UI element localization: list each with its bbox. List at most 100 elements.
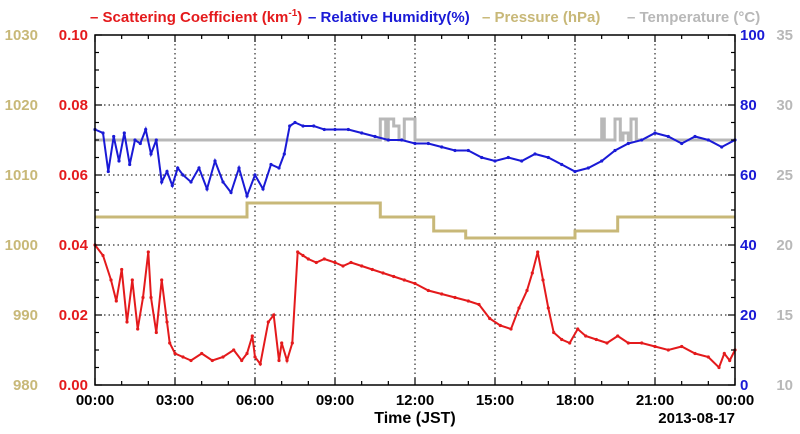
data-point [653, 131, 657, 135]
data-point [285, 358, 289, 363]
data-point [245, 194, 249, 198]
temperature-tick-label: 15 [776, 307, 793, 324]
data-point [541, 278, 545, 282]
data-point [205, 187, 209, 191]
data-point [349, 260, 353, 265]
scattering-tick-label: 0.00 [59, 377, 88, 394]
data-point [560, 162, 564, 167]
data-point [301, 124, 305, 128]
data-point [138, 141, 142, 146]
data-point [493, 159, 497, 163]
temperature-tick-label: 30 [776, 97, 793, 114]
data-point [122, 131, 126, 135]
data-point [440, 292, 444, 296]
data-point [360, 131, 364, 135]
data-point [381, 271, 385, 275]
axis-ticks [94, 34, 736, 386]
data-point [453, 295, 457, 300]
pressure-tick-label: 1030 [5, 27, 38, 44]
data-point [213, 159, 217, 163]
legend-entry-3: – Temperature (°C) [627, 9, 760, 26]
data-point [466, 299, 470, 303]
humidity-tick-label: 60 [740, 167, 757, 184]
data-point [341, 264, 345, 268]
x-tick-label: 18:00 [556, 392, 594, 409]
data-point [154, 138, 158, 142]
data-point [181, 355, 185, 359]
data-point [400, 138, 404, 142]
x-tick-label: 09:00 [316, 392, 354, 409]
data-point [600, 159, 604, 163]
series-line-scattering-coefficient [94, 244, 736, 370]
data-point [386, 138, 390, 142]
data-point [181, 173, 185, 177]
data-point [141, 295, 145, 300]
x-tick-label: 03:00 [156, 392, 194, 409]
data-point [312, 124, 316, 128]
data-point [546, 155, 550, 160]
data-point [533, 152, 537, 156]
x-tick-label: 06:00 [236, 392, 274, 409]
humidity-tick-label: 40 [740, 237, 757, 254]
data-point [546, 306, 550, 310]
temperature-tick-label: 20 [776, 237, 793, 254]
data-point [293, 120, 297, 125]
data-point [266, 320, 270, 324]
data-point [314, 260, 318, 265]
data-point [165, 320, 169, 324]
pressure-tick-label: 1020 [5, 97, 38, 114]
data-point [168, 341, 172, 345]
data-point [680, 344, 684, 349]
data-point [210, 358, 214, 363]
data-point [237, 166, 241, 170]
date-label: 2013-08-17 [658, 410, 735, 427]
legend-entry-0: – Scattering Coefficient (km-1) [90, 8, 302, 26]
data-point [640, 341, 644, 345]
data-point [290, 341, 294, 345]
data-point [616, 334, 620, 338]
data-point [666, 348, 670, 352]
data-point [306, 257, 310, 261]
data-point [728, 358, 732, 363]
data-point [506, 155, 510, 160]
data-point [680, 141, 684, 146]
data-point [605, 341, 609, 345]
data-point [112, 134, 116, 139]
data-point [426, 288, 430, 293]
x-tick-label: 00:00 [716, 392, 754, 409]
data-point [160, 278, 164, 282]
data-point [706, 355, 710, 359]
series-line-relative-humidity [94, 121, 736, 200]
data-point [413, 281, 417, 286]
data-point [480, 155, 484, 160]
data-point [693, 351, 697, 356]
data-point [253, 355, 257, 359]
data-point [165, 169, 169, 174]
data-point [706, 138, 710, 142]
scattering-tick-label: 0.08 [59, 97, 88, 114]
data-point [536, 250, 540, 254]
data-point [189, 180, 193, 184]
data-point [128, 162, 132, 167]
data-point [560, 337, 564, 342]
data-point [144, 127, 148, 132]
data-point [149, 295, 153, 300]
data-point [160, 180, 164, 184]
data-point [261, 187, 265, 191]
temperature-tick-label: 35 [776, 27, 793, 44]
data-point [530, 271, 534, 275]
data-point [117, 159, 121, 163]
data-point [360, 264, 364, 268]
data-point [426, 141, 430, 146]
data-point [525, 288, 529, 293]
data-point [584, 334, 588, 338]
data-point [197, 166, 201, 170]
data-point [333, 127, 337, 132]
pressure-tick-label: 1000 [5, 237, 38, 254]
data-point [253, 173, 257, 177]
data-point [722, 351, 726, 356]
x-tick-label: 00:00 [76, 392, 114, 409]
data-point [269, 162, 273, 167]
data-point [626, 341, 630, 345]
